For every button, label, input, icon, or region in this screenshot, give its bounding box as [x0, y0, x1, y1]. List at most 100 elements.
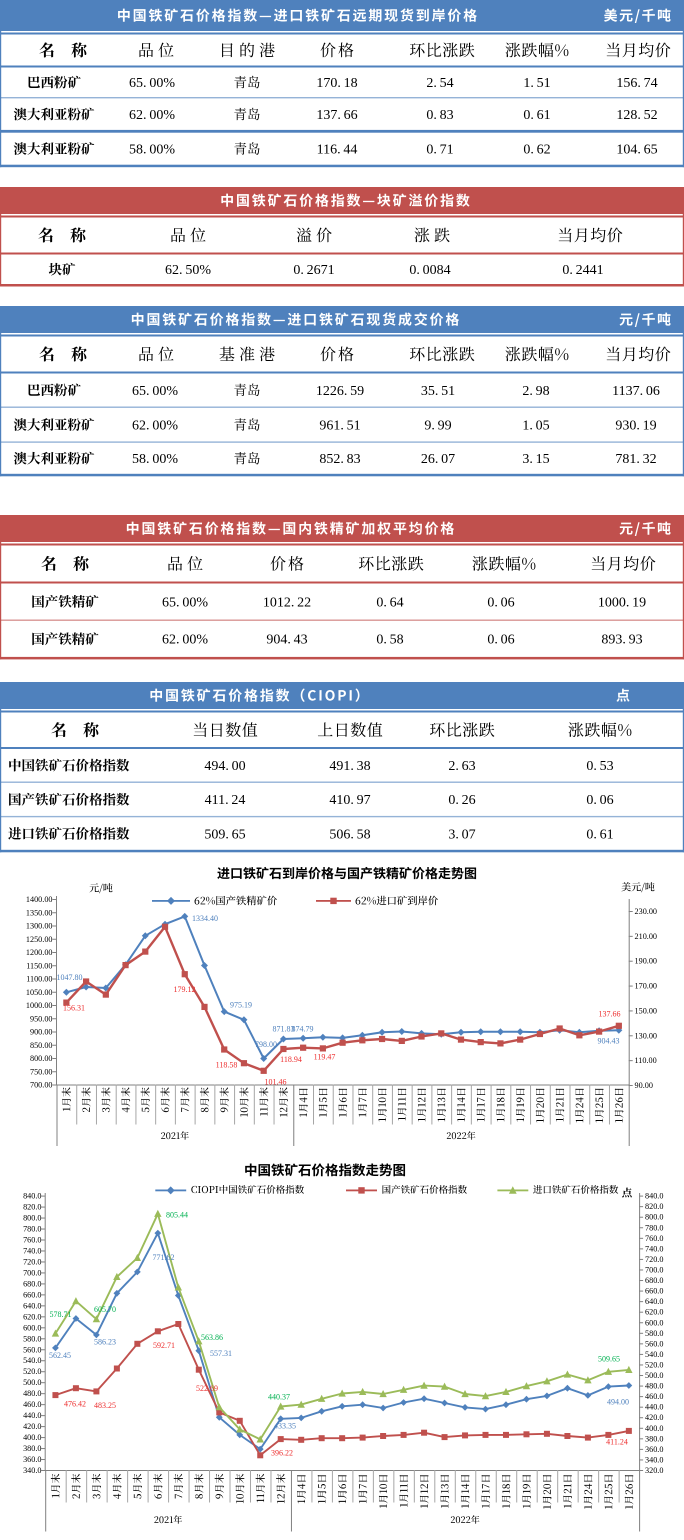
svg-text:494. 00: 494. 00	[204, 759, 245, 774]
svg-text:500.0: 500.0	[645, 1371, 663, 1380]
svg-text:411. 24: 411. 24	[205, 793, 246, 808]
svg-text:460.0: 460.0	[23, 1400, 41, 1409]
svg-text:3. 07: 3. 07	[448, 827, 475, 842]
svg-text:62. 00%: 62. 00%	[129, 108, 175, 123]
svg-text:494.00: 494.00	[607, 1398, 629, 1407]
svg-text:420.0: 420.0	[645, 1413, 663, 1422]
svg-text:500.0: 500.0	[23, 1378, 41, 1387]
svg-text:410. 97: 410. 97	[329, 793, 370, 808]
svg-text:620.0: 620.0	[23, 1312, 41, 1321]
svg-text:720.0: 720.0	[23, 1257, 41, 1266]
svg-text:2. 98: 2. 98	[522, 384, 549, 399]
svg-text:509.65: 509.65	[598, 1355, 620, 1364]
svg-text:1. 05: 1. 05	[522, 418, 549, 433]
svg-text:805.44: 805.44	[166, 1211, 188, 1220]
svg-text:506. 58: 506. 58	[329, 827, 370, 842]
svg-text:850.00: 850.00	[30, 1041, 53, 1050]
svg-text:210.00: 210.00	[635, 932, 658, 941]
svg-text:540.0: 540.0	[23, 1356, 41, 1365]
svg-text:156. 74: 156. 74	[616, 76, 657, 91]
svg-text:440.37: 440.37	[268, 1393, 290, 1402]
svg-text:0. 61: 0. 61	[523, 108, 550, 123]
svg-text:190.00: 190.00	[635, 957, 658, 966]
svg-text:640.0: 640.0	[23, 1301, 41, 1310]
svg-text:578.71: 578.71	[50, 1310, 72, 1319]
svg-text:798.00: 798.00	[255, 1040, 277, 1049]
svg-text:1300.00: 1300.00	[26, 922, 53, 931]
svg-text:760.0: 760.0	[23, 1236, 41, 1245]
svg-text:780.0: 780.0	[23, 1225, 41, 1234]
svg-text:110.00: 110.00	[635, 1056, 657, 1065]
svg-text:128. 52: 128. 52	[616, 108, 657, 123]
svg-text:522.69: 522.69	[196, 1384, 218, 1393]
svg-text:1334.40: 1334.40	[192, 914, 218, 923]
svg-text:560.0: 560.0	[23, 1345, 41, 1354]
svg-text:0. 0084: 0. 0084	[409, 263, 450, 278]
svg-text:1000.00: 1000.00	[26, 1001, 53, 1010]
svg-text:1050.00: 1050.00	[26, 988, 53, 997]
svg-text:950.00: 950.00	[30, 1014, 53, 1023]
svg-text:0. 64: 0. 64	[376, 595, 403, 610]
svg-text:1047.80: 1047.80	[57, 973, 83, 982]
svg-text:411.24: 411.24	[606, 1438, 628, 1447]
svg-text:840.0: 840.0	[645, 1192, 663, 1201]
svg-text:58. 00%: 58. 00%	[132, 452, 178, 467]
svg-text:1250.00: 1250.00	[26, 935, 53, 944]
svg-text:137.66: 137.66	[599, 1010, 621, 1019]
svg-text:0. 06: 0. 06	[487, 595, 514, 610]
svg-text:0. 83: 0. 83	[426, 108, 453, 123]
svg-text:1150.00: 1150.00	[26, 961, 52, 970]
svg-text:420.0: 420.0	[23, 1422, 41, 1431]
svg-text:820.0: 820.0	[23, 1203, 41, 1212]
svg-text:904. 43: 904. 43	[266, 633, 307, 648]
svg-text:1400.00: 1400.00	[26, 895, 53, 904]
svg-text:476.42: 476.42	[64, 1400, 86, 1409]
svg-text:720.0: 720.0	[645, 1255, 663, 1264]
svg-text:700.00: 700.00	[30, 1081, 53, 1090]
svg-text:119.47: 119.47	[314, 1053, 336, 1062]
svg-text:26. 07: 26. 07	[421, 452, 455, 467]
svg-text:0. 2441: 0. 2441	[562, 263, 603, 278]
svg-text:2. 63: 2. 63	[448, 759, 475, 774]
svg-text:820.0: 820.0	[645, 1202, 663, 1211]
svg-text:600.0: 600.0	[645, 1318, 663, 1327]
svg-text:1. 51: 1. 51	[523, 76, 550, 91]
svg-text:700.0: 700.0	[23, 1268, 41, 1277]
svg-text:491. 38: 491. 38	[329, 759, 370, 774]
svg-text:400.0: 400.0	[23, 1433, 41, 1442]
svg-text:520.0: 520.0	[23, 1367, 41, 1376]
svg-text:605.70: 605.70	[94, 1305, 116, 1314]
svg-text:340.0: 340.0	[23, 1466, 41, 1475]
svg-text:2. 54: 2. 54	[426, 76, 453, 91]
svg-text:440.0: 440.0	[23, 1411, 41, 1420]
svg-text:130.00: 130.00	[635, 1031, 658, 1040]
svg-text:0. 58: 0. 58	[376, 633, 403, 648]
svg-text:118.94: 118.94	[280, 1055, 302, 1064]
svg-text:1350.00: 1350.00	[26, 908, 53, 917]
svg-text:179.12: 179.12	[174, 985, 196, 994]
svg-text:1000. 19: 1000. 19	[598, 595, 646, 610]
svg-text:230.00: 230.00	[635, 907, 658, 916]
svg-text:560.0: 560.0	[645, 1339, 663, 1348]
svg-text:904.43: 904.43	[598, 1037, 620, 1046]
svg-text:9. 99: 9. 99	[424, 418, 451, 433]
svg-text:540.0: 540.0	[645, 1350, 663, 1359]
svg-text:557.31: 557.31	[210, 1349, 232, 1358]
svg-text:640.0: 640.0	[645, 1297, 663, 1306]
svg-text:750.00: 750.00	[30, 1067, 53, 1076]
svg-text:90.00: 90.00	[635, 1081, 653, 1090]
svg-text:800.0: 800.0	[23, 1214, 41, 1223]
svg-text:930. 19: 930. 19	[615, 418, 656, 433]
svg-text:433.35: 433.35	[274, 1422, 296, 1431]
svg-text:680.0: 680.0	[645, 1276, 663, 1285]
svg-text:0. 06: 0. 06	[586, 793, 613, 808]
svg-text:137. 66: 137. 66	[316, 108, 357, 123]
svg-text:62. 50%: 62. 50%	[165, 263, 211, 278]
svg-text:400.0: 400.0	[645, 1424, 663, 1433]
svg-text:380.0: 380.0	[645, 1434, 663, 1443]
svg-text:0. 53: 0. 53	[586, 759, 613, 774]
svg-text:771.62: 771.62	[153, 1253, 175, 1262]
svg-text:874.79: 874.79	[292, 1025, 314, 1034]
svg-text:871.83: 871.83	[273, 1025, 295, 1034]
svg-text:760.0: 760.0	[645, 1234, 663, 1243]
